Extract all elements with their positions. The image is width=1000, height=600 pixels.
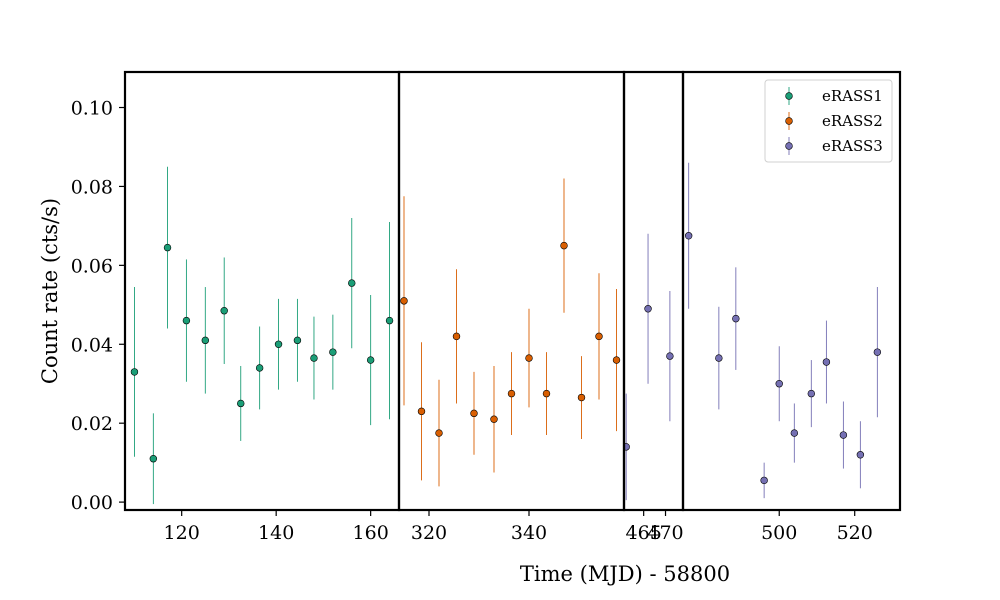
- erass1-point: [201, 336, 210, 345]
- legend: eRASS1 eRASS2 eRASS3: [764, 79, 893, 163]
- legend-frame: [764, 79, 893, 163]
- erass3-point: [666, 352, 674, 360]
- y-tick-label: 0.06: [71, 255, 113, 277]
- erass2-point: [612, 356, 621, 364]
- x-tick-label: 470: [647, 522, 683, 544]
- erass3-point: [684, 232, 693, 240]
- erass3-point: [715, 354, 723, 362]
- x-axis-title: Time (MJD) - 58800: [520, 562, 730, 586]
- legend-erass2-label: eRASS2: [822, 112, 883, 130]
- erass2-point: [507, 389, 516, 398]
- legend-erass2-marker: [785, 117, 793, 125]
- x-tick-label: 140: [258, 522, 294, 544]
- erass1-point: [366, 356, 375, 364]
- erass1-point: [220, 307, 228, 315]
- erass1-point: [329, 348, 337, 356]
- y-tick-label: 0.10: [71, 98, 113, 120]
- erass2-point: [577, 393, 586, 402]
- erass3-point: [624, 443, 630, 451]
- legend-erass1-label: eRASS1: [822, 87, 883, 105]
- x-tick-label: 320: [411, 522, 447, 544]
- x-tick-label: 340: [511, 522, 547, 544]
- panel-3-data: [624, 233, 674, 501]
- x-tick-label: 465: [626, 522, 662, 544]
- y-tick-label: 0.08: [71, 176, 113, 198]
- legend-erass1-marker: [785, 92, 793, 100]
- erass2-point: [417, 407, 426, 416]
- erass3-point: [807, 389, 816, 398]
- erass2-point: [490, 415, 498, 423]
- y-tick-label: 0.04: [71, 334, 113, 356]
- x-tick-label: 520: [837, 522, 873, 544]
- erass3-point: [856, 451, 865, 459]
- erass3-point: [839, 431, 848, 439]
- erass3-point: [775, 380, 783, 388]
- erass2-point: [631, 365, 638, 372]
- panel-2-data: [400, 178, 638, 487]
- erass1-point: [385, 316, 394, 325]
- panel-2-frame: [397, 70, 626, 512]
- erass2-point: [470, 409, 478, 418]
- erass3-point: [822, 358, 831, 366]
- x-tick-label: 500: [761, 522, 797, 544]
- legend-erass3-marker: [785, 142, 793, 150]
- panel-4-frame: [681, 70, 902, 512]
- erass3-point: [790, 429, 799, 437]
- erass3-point: [873, 348, 882, 356]
- erass2-point: [542, 389, 551, 398]
- y-tick-label: 0.02: [71, 413, 113, 435]
- erass2-point: [400, 297, 408, 305]
- erass1-point: [130, 368, 139, 376]
- erass1-point: [293, 336, 302, 345]
- erass3-point: [732, 314, 740, 323]
- legend-erass3-label: eRASS3: [822, 137, 883, 155]
- erass2-point: [435, 429, 443, 437]
- erass2-point: [595, 332, 603, 341]
- erass1-point: [255, 364, 264, 372]
- erass2-point: [560, 241, 568, 250]
- erass3-point: [760, 476, 768, 485]
- erass1-point: [274, 340, 283, 348]
- erass1-point: [182, 316, 191, 325]
- erass2-point: [452, 332, 461, 341]
- erass1-point: [310, 354, 318, 362]
- y-tick-label: 0.00: [71, 492, 113, 514]
- panel-1-data: [130, 166, 394, 505]
- panel-1-frame: [123, 70, 401, 512]
- erass3-point: [644, 305, 652, 313]
- erass1-point: [149, 455, 158, 463]
- panel-3-frame: [622, 70, 685, 512]
- panel-4-data: [684, 162, 882, 499]
- erass1-point: [348, 279, 356, 287]
- x-tick-label: 160: [353, 522, 389, 544]
- x-tick-label: 120: [164, 522, 200, 544]
- erass1-point: [163, 243, 172, 252]
- erass1-point: [237, 399, 245, 408]
- erass2-point: [525, 354, 533, 362]
- y-axis-title: Count rate (cts/s): [38, 198, 62, 384]
